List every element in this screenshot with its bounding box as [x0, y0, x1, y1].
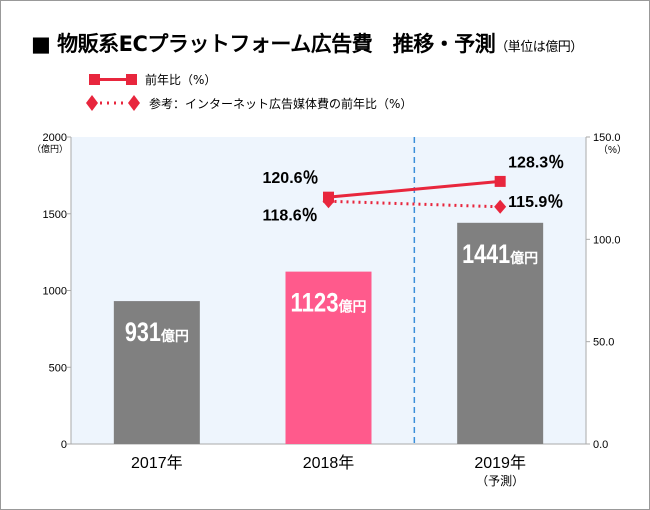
point-label: 118.6％ — [263, 207, 318, 224]
marker-diamond — [322, 194, 335, 209]
x-tick-label: 2018年 — [303, 454, 355, 472]
bar-unit: 億円 — [510, 250, 538, 266]
marker-square — [494, 175, 506, 187]
legend-label: 参考：インターネット広告媒体費の前年比（%） — [149, 96, 413, 111]
bar-2017年 — [113, 301, 200, 444]
legend-dotted-diamond-icon — [86, 95, 140, 111]
left-tick-label: 1500 — [43, 209, 67, 221]
right-axis-unit: （%） — [598, 144, 627, 156]
x-tick-label: 2017年 — [131, 454, 183, 472]
bar-2018年 — [285, 271, 372, 444]
left-tick-label: 1000 — [43, 286, 67, 298]
left-tick-label: 500 — [49, 362, 67, 374]
legend-item-yoy: 前年比（%） — [89, 71, 216, 88]
left-tick-label: 2000 — [43, 132, 67, 144]
bar-unit: 億円 — [339, 299, 367, 315]
chart-title: ■ 物販系ECプラットフォーム広告費 推移・予測（単位は億円） — [31, 28, 583, 58]
bar-value-label: 1441億円 — [462, 239, 538, 269]
right-tick-label: 0.0 — [593, 439, 608, 451]
legend-solid-square-icon — [89, 73, 137, 85]
legend-item-internet: 参考：インターネット広告媒体費の前年比（%） — [85, 94, 412, 112]
bar-value: 931 — [125, 317, 161, 347]
bar-value: 1123 — [291, 288, 339, 318]
right-tick-label: 100.0 — [593, 234, 621, 246]
line-internet — [328, 199, 501, 209]
marker-diamond — [494, 199, 507, 214]
bar-unit: 億円 — [161, 328, 189, 344]
right-tick-label: 50.0 — [593, 337, 614, 349]
bar-value: 1441 — [462, 239, 510, 269]
bar-value-label: 931億円 — [125, 317, 189, 347]
x-tick-sublabel: （予測） — [476, 474, 524, 488]
point-label: 115.9％ — [508, 194, 563, 211]
line-yoy — [328, 179, 501, 199]
title-text: ■ 物販系ECプラットフォーム広告費 推移・予測 — [31, 32, 496, 56]
bar-2019年 — [457, 222, 544, 444]
legend-label: 前年比（%） — [145, 73, 217, 87]
left-axis-unit: （億円） — [32, 143, 68, 154]
bar-value-label: 1123億円 — [291, 288, 367, 318]
point-label: 128.3％ — [508, 154, 564, 171]
point-label: 120.6％ — [263, 170, 319, 187]
left-tick-label: 0 — [61, 439, 67, 451]
x-tick-label: 2019年 — [474, 454, 526, 472]
unit-text: （単位は億円） — [495, 40, 583, 55]
right-tick-label: 150.0 — [593, 132, 621, 144]
